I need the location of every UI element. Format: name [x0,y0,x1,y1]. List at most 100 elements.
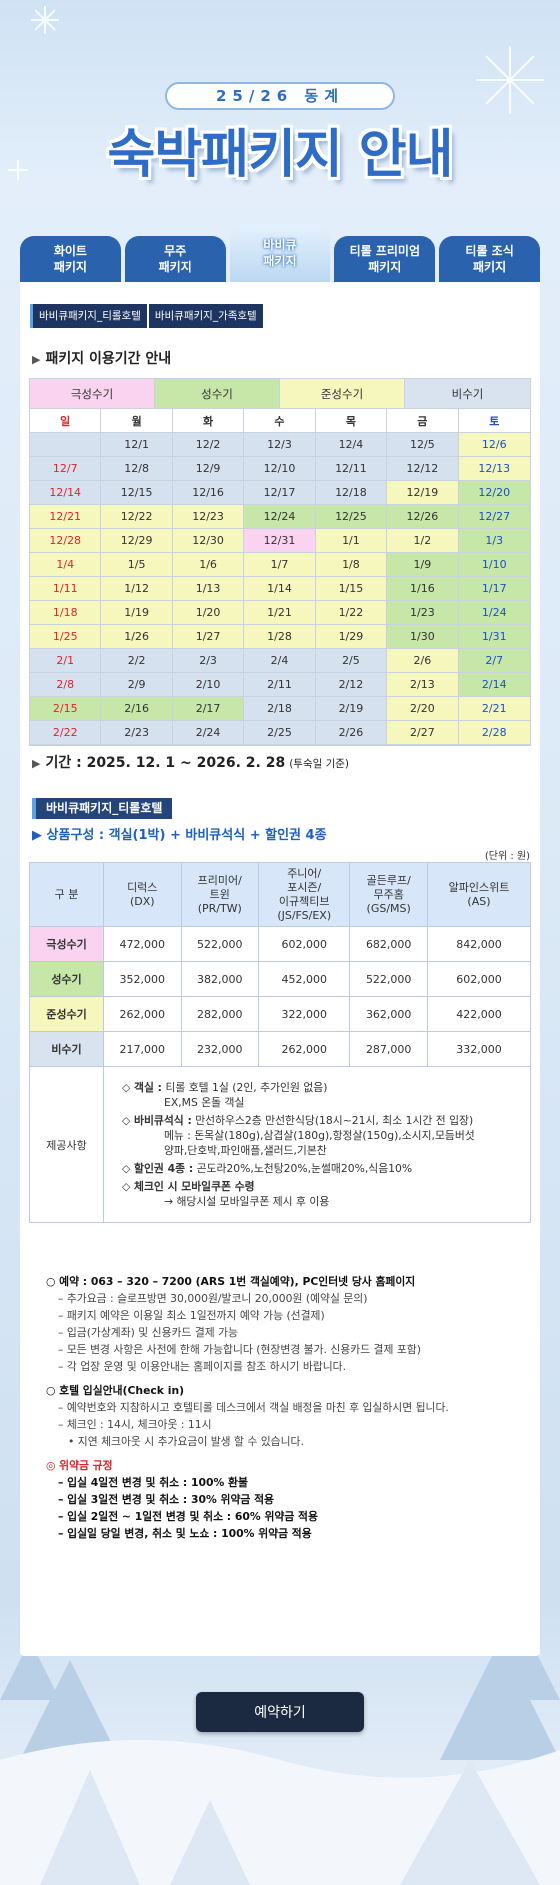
price-cell: 332,000 [426,1031,532,1067]
provisions-list: ◇ 객실 : 티롤 호텔 1실 (2인, 추가인원 없음) EX,MS 온돌 객실… [104,1071,530,1218]
date-cell: 12/11 [315,457,388,481]
date-cell: 2/15 [30,697,102,721]
price-cell: 422,000 [426,996,532,1032]
date-cell: 12/26 [387,505,459,529]
note-item: – 입실 3일전 변경 및 취소 : 30% 위약금 적용 [58,1493,274,1506]
provisions-label: 제공사항 [29,1066,104,1223]
date-cell [30,433,102,457]
header-line: (PR/TW) [197,901,242,915]
date-cell: 1/21 [244,601,316,625]
header-line: 트윈 [209,887,230,901]
date-cell: 2/8 [30,673,102,697]
date-cell: 1/27 [172,625,245,649]
price-cell: 842,000 [426,926,532,962]
date-cell: 2/12 [315,673,388,697]
header-line: 구 분 [54,887,79,901]
tab-label: 패키지 [473,260,507,274]
reserve-button[interactable]: 예약하기 [196,1692,364,1732]
date-cell: 12/19 [387,481,459,505]
date-cell: 1/23 [387,601,459,625]
heading-text: 패키지 이용기간 안내 [45,351,172,367]
header-line: 골든루프/ [366,873,411,887]
weekday: 목 [315,409,388,433]
date-cell: 12/31 [244,529,316,553]
bullet-icon: ▶ [32,828,47,843]
tab-label: 패키지 [53,260,87,274]
note-head: ◎ 위약금 규정 [46,1459,113,1472]
column-header: 프리미어/트윈 (PR/TW) [180,862,260,927]
date-cell: 1/13 [172,577,245,601]
weekday: 수 [244,409,316,433]
date-cell: 12/13 [458,457,530,481]
date-cell: 2/14 [458,673,530,697]
season-label: 비수기 [405,379,530,409]
date-cell: 1/20 [172,601,245,625]
price-cell: 352,000 [103,961,182,997]
date-cell: 1/25 [30,625,102,649]
date-cell: 12/14 [30,481,102,505]
package-name: 바비큐패키지_티롤호텔 [32,798,173,819]
date-cell: 1/18 [30,601,102,625]
date-cell: 1/10 [458,553,530,577]
date-cell: 12/12 [387,457,459,481]
date-cell: 12/16 [172,481,245,505]
price-cell: 382,000 [180,961,260,997]
header-line: 이규젝티브 [278,894,330,908]
date-cell: 12/28 [30,529,102,553]
sub-tab[interactable]: 바비큐패키지_티롤호텔 [30,304,147,328]
date-cell: 12/1 [101,433,173,457]
date-cell: 12/6 [458,433,530,457]
date-cell: 1/8 [315,553,388,577]
provision-line: ◇ 할인권 4종 : 곤도라20%,노천탕20%,눈썰매20%,식음10% [122,1161,530,1176]
provision-label: ◇ 체크인 시 모바일쿠폰 수령 [122,1180,255,1193]
date-cell: 1/11 [30,577,102,601]
provision-item: ◇ 바비큐석식 : 만선하우스2층 만선한식당(18시~21시, 최소 1시간 … [122,1113,530,1158]
weekday: 월 [101,409,173,433]
date-cell: 1/15 [315,577,388,601]
date-cell: 2/19 [315,697,388,721]
note-head: ○ 예약 : 063 – 320 – 7200 (ARS 1번 객실예약), P… [46,1275,416,1288]
provision-detail: EX,MS 온돌 객실 [164,1096,245,1109]
provisions-row: 제공사항 ◇ 객실 : 티롤 호텔 1실 (2인, 추가인원 없음) EX,MS 온… [29,1066,531,1223]
provision-line: ◇ 바비큐석식 : 만선하우스2층 만선한식당(18시~21시, 최소 1시간 … [122,1113,530,1128]
week-row: 2/15 2/16 2/17 2/18 2/19 2/20 2/21 [30,697,530,721]
note-item: – 입실 4일전 변경 및 취소 : 100% 환불 [58,1476,248,1489]
date-cell: 12/22 [101,505,173,529]
date-cell: 1/5 [101,553,173,577]
price-cell: 232,000 [180,1031,260,1067]
price-table: 구 분 디럭스 (DX) 프리미어/트윈 (PR/TW) 주니어/포시즌/이규젝티브 (JS… [29,862,532,1223]
note-item: – 추가요금 : 슬로프방면 30,000원/발코니 20,000원 (예약실 … [58,1292,368,1305]
column-header: 골든루프/무주홈 (GS/MS) [349,862,428,927]
package-tab[interactable]: 티롤 조식 패키지 [439,236,540,282]
column-header: 알파인스위트 (AS) [426,862,532,927]
sub-tab[interactable]: 바비큐패키지_가족호텔 [148,304,263,328]
season-label: 성수기 [155,379,280,409]
weekday: 일 [30,409,102,433]
tab-label: 화이트 [53,244,87,258]
composition: ▶ 상품구성 : 객실(1박) + 바비큐석식 + 할인권 4종 [32,824,327,843]
header-line: (GS/MS) [366,901,411,915]
content-card: 바비큐패키지_티롤호텔 바비큐패키지_가족호텔 ▶ 패키지 이용기간 안내 극성수기… [20,282,540,1656]
note-item: – 입실일 당일 변경, 취소 및 노쇼 : 100% 위약금 적용 [58,1527,312,1540]
note-group: ○ 호텔 입실안내(Check in) – 예약번호와 지참하시고 호텔티롤 데스… [46,1382,526,1450]
date-cell: 12/9 [172,457,245,481]
date-cell: 12/17 [244,481,316,505]
provision-item: ◇ 할인권 4종 : 곤도라20%,노천탕20%,눈썰매20%,식음10% [122,1161,530,1176]
date-cell: 12/23 [172,505,245,529]
header-line: 디럭스 [127,880,158,894]
note-item: – 각 업장 운영 및 이용안내는 홈페이지를 참조 하시기 바랍니다. [58,1360,347,1373]
date-cell: 12/15 [101,481,173,505]
date-cell: 12/10 [244,457,316,481]
week-row: 12/21 12/22 12/23 12/24 12/25 12/26 12/27 [30,505,530,529]
date-cell: 2/9 [101,673,173,697]
tab-label: 패키지 [263,254,297,268]
tab-label: 바비큐 [263,238,297,252]
package-tab[interactable]: 티롤 프리미엄 패키지 [334,236,436,282]
provision-text: 티롤 호텔 1실 (2인, 추가인원 없음) [165,1081,328,1094]
date-cell: 1/12 [101,577,173,601]
package-tab[interactable]: 무주 패키지 [124,236,226,282]
date-cell: 2/16 [101,697,173,721]
week-row: 2/8 2/9 2/10 2/11 2/12 2/13 2/14 [30,673,530,697]
